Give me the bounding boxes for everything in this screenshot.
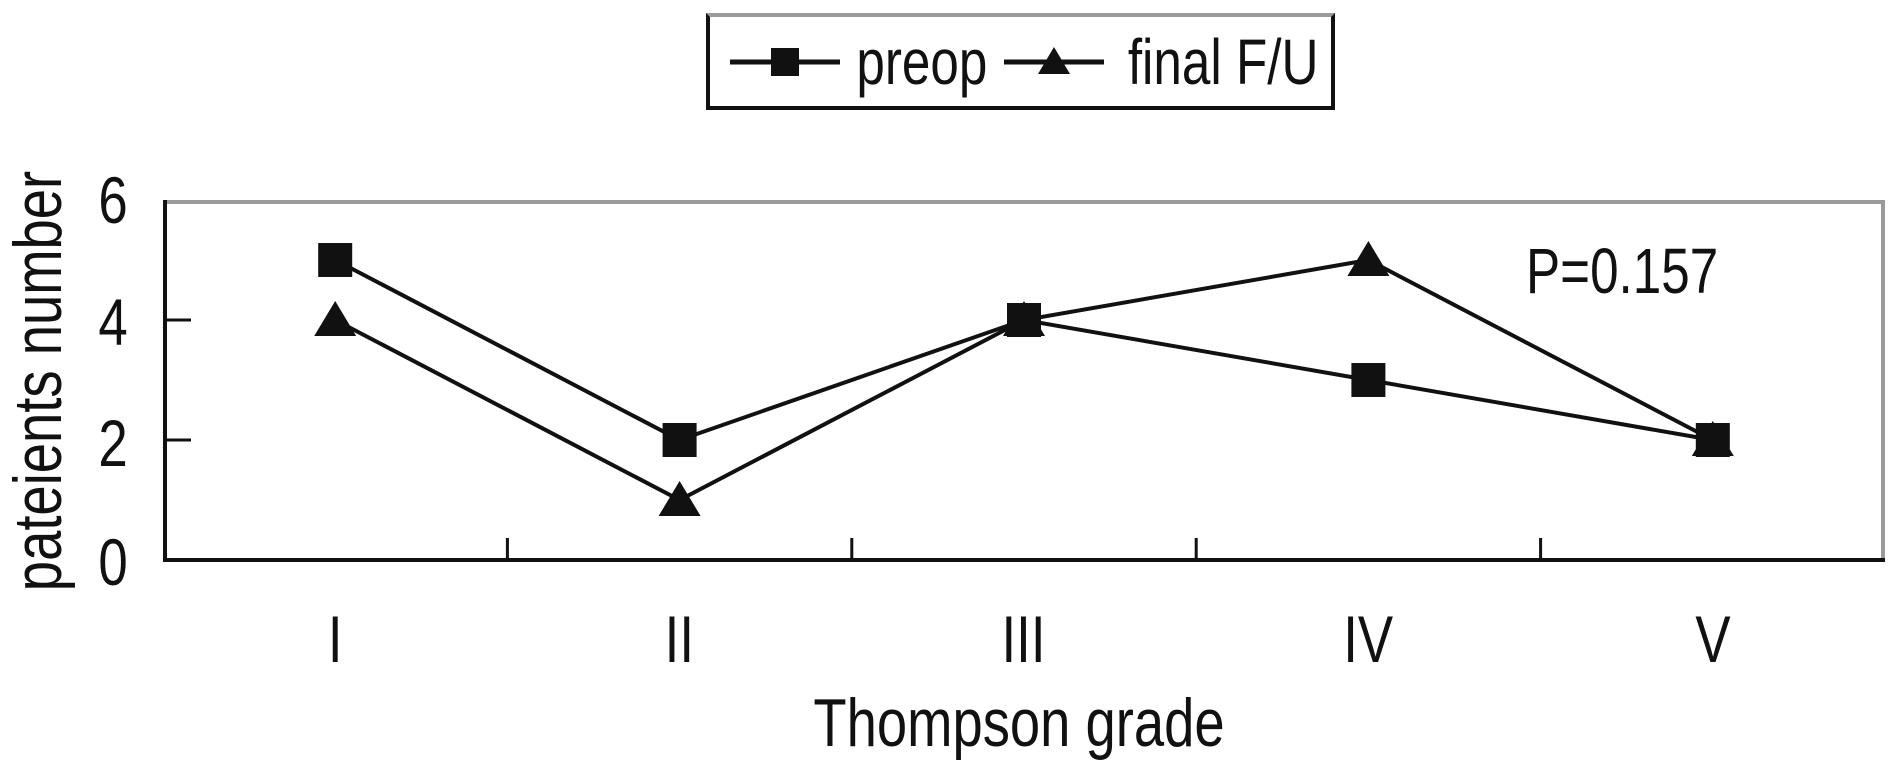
- legend-item-preop: preop: [730, 30, 1004, 94]
- preop-line-square-icon: [730, 47, 840, 76]
- y-tick-label-0: 0: [98, 525, 128, 599]
- y-tick-label-6: 6: [98, 163, 128, 237]
- square-marker-icon: [662, 423, 697, 457]
- x-tick-label-grade-2: II: [664, 602, 694, 676]
- x-axis-title: Thompson grade: [813, 685, 1225, 761]
- legend-label-preop: preop: [856, 25, 988, 98]
- x-tick-label-grade-1: I: [327, 602, 343, 676]
- legend-item-final-fu: final F/U: [1003, 25, 1342, 98]
- square-marker-icon: [1351, 363, 1386, 397]
- triangle-marker-icon: [1347, 241, 1390, 276]
- square-marker-icon: [1695, 423, 1730, 457]
- y-tick-label-4: 4: [98, 285, 128, 359]
- plot-canvas: [163, 200, 1885, 562]
- y-tick-label-2: 2: [98, 406, 128, 480]
- chart-legend: preop final F/U: [706, 13, 1335, 110]
- triangle-marker-icon: [658, 481, 701, 516]
- triangle-marker-icon: [314, 301, 357, 336]
- p-value-annotation: P=0.157: [1525, 235, 1719, 307]
- legend-label-final-fu: final F/U: [1127, 25, 1319, 98]
- plot-area: [163, 200, 1885, 566]
- square-marker-icon: [318, 243, 353, 277]
- final-fu-line-triangle-icon: [1003, 46, 1104, 74]
- square-marker-icon: [1007, 303, 1041, 337]
- x-tick-label-grade-5: V: [1695, 602, 1731, 676]
- x-tick-label-grade-4: IV: [1343, 602, 1393, 676]
- x-tick-label-grade-3: III: [1001, 602, 1046, 676]
